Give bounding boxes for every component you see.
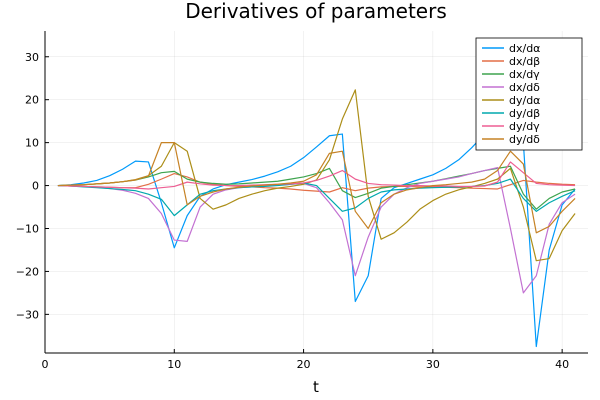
x-tick-label-2: 20: [297, 358, 311, 371]
y-tick-label-0: −30: [16, 308, 39, 321]
legend-label-6: dy/dγ: [509, 120, 540, 133]
chart-title: Derivatives of parameters: [185, 0, 447, 23]
y-tick-label-4: 10: [25, 137, 39, 150]
series-line-1: [57, 172, 576, 193]
legend-label-5: dy/dβ: [509, 107, 540, 120]
x-tick-label-3: 30: [426, 358, 440, 371]
y-tick-label-1: −20: [16, 265, 39, 278]
x-tick-label-0: 0: [42, 358, 49, 371]
series-line-5: [57, 178, 576, 217]
y-tick-label-6: 30: [25, 51, 39, 64]
legend-label-1: dx/dβ: [509, 55, 540, 68]
axes: [44, 31, 588, 354]
y-tick-label-3: 0: [32, 180, 39, 193]
x-axis-label: t: [313, 378, 319, 396]
x-tick-labels: 0 10 20 30 40: [42, 358, 570, 371]
series-line-7: [57, 142, 576, 234]
x-tick-label-1: 10: [167, 358, 181, 371]
legend-label-2: dx/dγ: [509, 68, 540, 81]
x-tick-label-4: 40: [555, 358, 569, 371]
legend-label-0: dx/dα: [509, 42, 540, 55]
y-tick-label-2: −10: [16, 222, 39, 235]
y-tick-label-5: 20: [25, 94, 39, 107]
legend-label-7: dy/dδ: [509, 133, 540, 146]
series-line-3: [57, 166, 576, 294]
legend-box: [475, 37, 583, 151]
legend-label-3: dx/dδ: [509, 81, 540, 94]
legend-label-4: dy/dα: [509, 94, 540, 107]
y-tick-labels: −30 −20 −10 0 10 20 30: [16, 51, 39, 322]
series-line-6: [57, 161, 576, 190]
